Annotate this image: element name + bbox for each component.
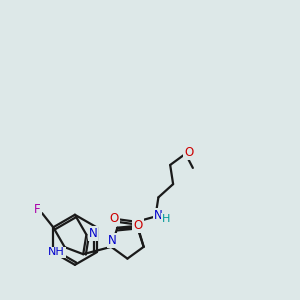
Text: N: N [154, 209, 163, 222]
Text: H: H [162, 214, 170, 224]
Text: O: O [109, 212, 119, 225]
Text: F: F [34, 203, 41, 216]
Text: O: O [134, 219, 142, 232]
Text: N: N [108, 234, 116, 248]
Text: O: O [184, 146, 194, 159]
Text: N: N [88, 227, 97, 240]
Text: NH: NH [48, 248, 65, 257]
